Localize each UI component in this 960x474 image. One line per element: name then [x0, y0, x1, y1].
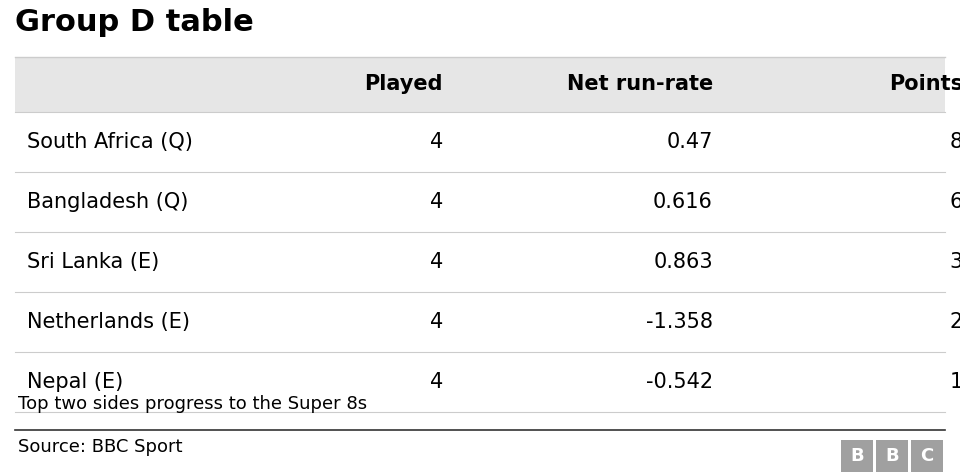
Text: 8: 8 — [949, 132, 960, 152]
Text: Net run-rate: Net run-rate — [566, 74, 713, 94]
Text: 0.863: 0.863 — [654, 252, 713, 272]
Text: Top two sides progress to the Super 8s: Top two sides progress to the Super 8s — [18, 395, 367, 413]
Text: 3: 3 — [949, 252, 960, 272]
Text: Points: Points — [889, 74, 960, 94]
Text: Nepal (E): Nepal (E) — [27, 372, 123, 392]
Text: 2: 2 — [949, 312, 960, 332]
Text: Group D table: Group D table — [15, 8, 253, 37]
Text: 0.47: 0.47 — [666, 132, 713, 152]
Text: Bangladesh (Q): Bangladesh (Q) — [27, 192, 188, 212]
Text: 1: 1 — [949, 372, 960, 392]
Text: C: C — [921, 447, 934, 465]
Text: 4: 4 — [430, 132, 443, 152]
Text: 4: 4 — [430, 192, 443, 212]
Text: Played: Played — [365, 74, 443, 94]
Text: B: B — [885, 447, 899, 465]
Text: B: B — [851, 447, 864, 465]
Text: Netherlands (E): Netherlands (E) — [27, 312, 190, 332]
Text: -0.542: -0.542 — [646, 372, 713, 392]
Text: 4: 4 — [430, 252, 443, 272]
Text: Source: BBC Sport: Source: BBC Sport — [18, 438, 182, 456]
Text: 4: 4 — [430, 372, 443, 392]
Text: 6: 6 — [949, 192, 960, 212]
Text: -1.358: -1.358 — [646, 312, 713, 332]
Text: 0.616: 0.616 — [653, 192, 713, 212]
Text: 4: 4 — [430, 312, 443, 332]
Text: Sri Lanka (E): Sri Lanka (E) — [27, 252, 159, 272]
Text: South Africa (Q): South Africa (Q) — [27, 132, 193, 152]
